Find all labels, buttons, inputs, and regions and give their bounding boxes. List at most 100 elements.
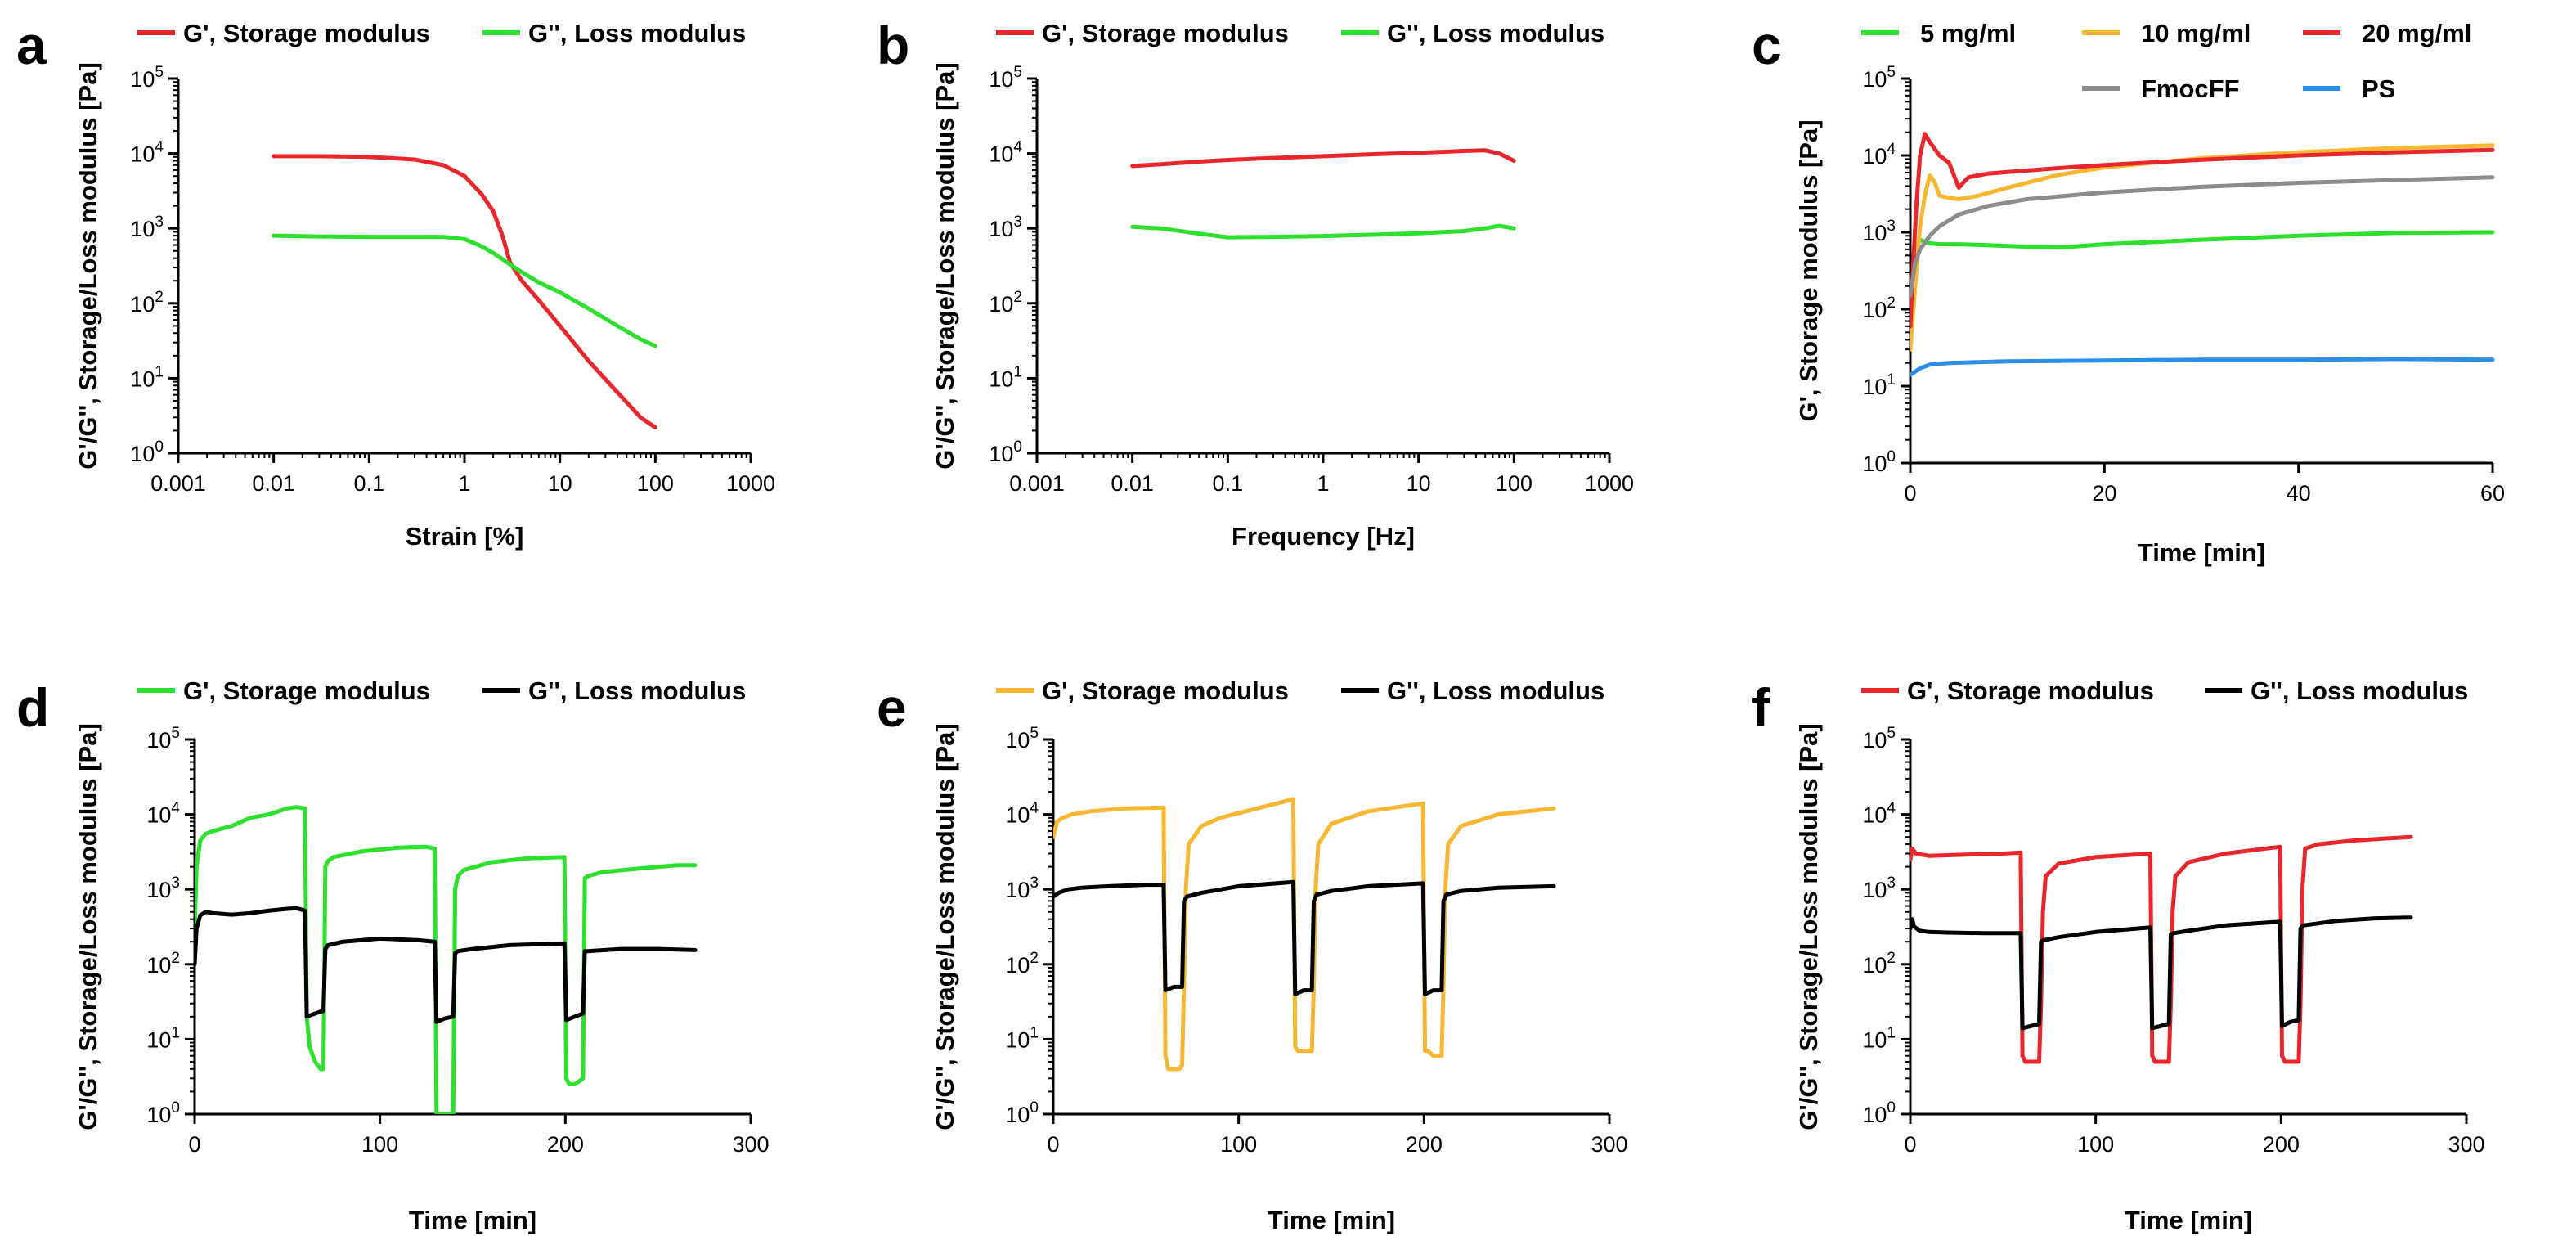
series-line-g-storage-modulus [272, 154, 657, 430]
y-tick-label: 100 [130, 438, 164, 466]
panel-letter: e [877, 677, 907, 738]
x-tick-label: 0.1 [354, 471, 385, 496]
x-axis-title: Strain [%] [406, 522, 524, 551]
y-tick-label: 100 [1005, 1099, 1039, 1127]
x-tick-label: 100 [1220, 1132, 1257, 1157]
x-tick-label: 0 [188, 1132, 200, 1157]
y-axis-title: G', Storage modulus [Pa] [1794, 119, 1823, 421]
series-line-g-storage-modulus [1130, 148, 1516, 169]
y-tick-label: 100 [146, 1099, 180, 1127]
y-tick-label: 104 [1005, 800, 1039, 828]
y-tick-label: 105 [1005, 725, 1039, 753]
y-tick-label: 103 [130, 213, 164, 241]
x-tick-label: 100 [2077, 1132, 2114, 1157]
panel-f: f 100 101 102 103 104 105 0 100 200 300 Time [min] G… [1752, 676, 2485, 1234]
panel-letter: b [877, 15, 909, 75]
series-line-g-loss-modulus [272, 233, 657, 348]
panel-e: e 100 101 102 103 104 105 0 100 200 300 Time [min] G… [877, 676, 1628, 1234]
x-axis-title: Time [min] [1268, 1206, 1395, 1234]
legend-label: FmocFF [2141, 74, 2240, 103]
y-axis-title: G'/G'', Storage/Loss modulus [Pa] [74, 62, 102, 470]
x-axis-title: Time [min] [2125, 1206, 2252, 1234]
legend: G', Storage modulus G'', Loss modulus [1861, 676, 2468, 705]
y-tick-label: 102 [1005, 950, 1039, 978]
x-tick-label: 0.1 [1213, 471, 1244, 496]
panel-letter: a [16, 15, 47, 75]
x-tick-label: 1 [458, 471, 470, 496]
x-axis-title: Frequency [Hz] [1232, 522, 1415, 551]
y-tick-label: 101 [1862, 1024, 1896, 1052]
y-tick-label: 102 [1862, 294, 1896, 322]
x-axis-title: Time [min] [2138, 538, 2265, 567]
legend-label: G'', Loss modulus [528, 676, 746, 705]
series-line-g-loss-modulus [195, 906, 698, 1024]
y-tick-label: 103 [1005, 874, 1039, 902]
x-tick-label: 300 [1591, 1132, 1627, 1157]
legend: G', Storage modulus G'', Loss modulus [996, 19, 1604, 47]
legend-label: 10 mg/ml [2141, 19, 2251, 47]
series-line-g-storage-modulus [1053, 797, 1556, 1072]
y-axis-title: G'/G'', Storage/Loss modulus [Pa] [931, 723, 959, 1130]
y-tick-label: 103 [1862, 874, 1896, 902]
x-tick-label: 1000 [726, 471, 775, 496]
series-line-20-mg-ml [1910, 132, 2495, 329]
y-tick-label: 103 [146, 874, 180, 902]
panel-c: c 100 101 102 103 104 105 0 20 40 60 Time [min] G', … [1752, 15, 2505, 567]
y-tick-label: 105 [1862, 725, 1896, 753]
y-tick-label: 100 [1862, 448, 1896, 476]
x-tick-label: 0 [1904, 481, 1916, 506]
x-tick-label: 100 [361, 1132, 398, 1157]
series-line-g-loss-modulus [1910, 915, 2413, 1031]
x-tick-label: 20 [2092, 481, 2116, 506]
legend: G', Storage modulus G'', Loss modulus [137, 19, 746, 47]
legend: G', Storage modulus G'', Loss modulus [137, 676, 746, 705]
x-tick-label: 10 [1407, 471, 1431, 496]
x-tick-label: 10 [548, 471, 572, 496]
legend: G', Storage modulus G'', Loss modulus [996, 676, 1604, 705]
y-tick-label: 104 [146, 800, 180, 828]
x-tick-label: 40 [2287, 481, 2311, 506]
legend-label: G', Storage modulus [183, 676, 430, 705]
y-tick-label: 100 [1862, 1099, 1896, 1127]
y-tick-label: 100 [989, 438, 1022, 466]
x-tick-label: 300 [2448, 1132, 2484, 1157]
legend-label: G'', Loss modulus [528, 19, 746, 47]
x-tick-label: 100 [1496, 471, 1533, 496]
y-tick-label: 105 [989, 64, 1022, 92]
y-tick-label: 103 [1862, 218, 1896, 245]
x-tick-label: 0 [1904, 1132, 1916, 1157]
y-tick-label: 104 [130, 139, 164, 167]
legend-label: 5 mg/ml [1920, 19, 2016, 47]
x-tick-label: 100 [637, 471, 674, 496]
legend-label: G', Storage modulus [183, 19, 430, 47]
series-line-g-storage-modulus [195, 805, 698, 1114]
y-tick-label: 105 [1862, 64, 1896, 92]
x-tick-label: 200 [2263, 1132, 2300, 1157]
y-tick-label: 102 [130, 289, 164, 317]
x-tick-label: 0.001 [150, 471, 206, 496]
y-tick-label: 105 [130, 64, 164, 92]
x-tick-label: 0.01 [252, 471, 295, 496]
x-tick-label: 1000 [1585, 471, 1634, 496]
legend-label: G', Storage modulus [1042, 19, 1289, 47]
x-tick-label: 0 [1047, 1132, 1059, 1157]
panel-letter: f [1752, 677, 1770, 738]
legend-label: PS [2362, 74, 2395, 103]
x-tick-label: 1 [1317, 471, 1329, 496]
panel-a: a 100 101 102 103 104 105 0.001 0.01 0.1 1 10 100 100… [16, 15, 775, 551]
legend-label: G'', Loss modulus [1387, 19, 1604, 47]
x-tick-label: 60 [2480, 481, 2505, 506]
x-tick-label: 0.001 [1009, 471, 1065, 496]
y-tick-label: 102 [146, 950, 180, 978]
y-tick-label: 101 [989, 363, 1022, 391]
x-tick-label: 200 [547, 1132, 584, 1157]
y-tick-label: 104 [989, 139, 1022, 167]
series-line-g-loss-modulus [1130, 223, 1516, 240]
y-tick-label: 101 [130, 363, 164, 391]
legend-label: 20 mg/ml [2362, 19, 2471, 47]
legend-label: G', Storage modulus [1042, 676, 1289, 705]
y-tick-label: 101 [146, 1024, 180, 1052]
series-line-g-loss-modulus [1053, 879, 1556, 996]
